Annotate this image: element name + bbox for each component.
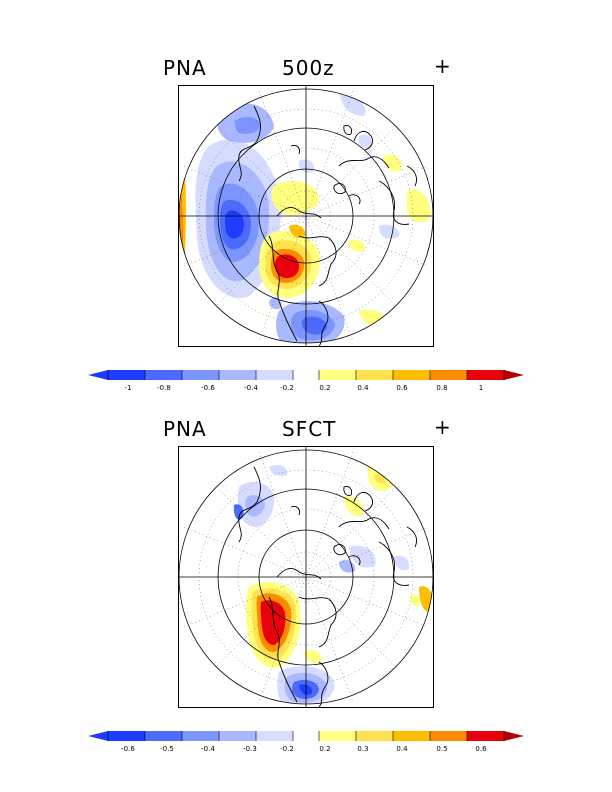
tick-label: -1 <box>125 384 132 392</box>
panel-variable-label: SFCT <box>282 417 337 441</box>
tick-label: 0.6 <box>396 384 408 392</box>
colorbar-500z: -1 -0.8 -0.6 -0.4 -0.2 0.2 0.4 0.6 0.8 1 <box>88 368 524 402</box>
tick-label: -0.3 <box>243 745 257 753</box>
tick-label: 0.5 <box>436 745 447 753</box>
colorbar-sfct: -0.6 -0.5 -0.4 -0.3 -0.2 0.2 0.3 0.4 0.5… <box>88 729 524 763</box>
panel-sign-label: + <box>434 415 452 439</box>
panel-index-label: PNA <box>163 417 207 441</box>
tick-label: -0.8 <box>157 384 171 392</box>
tick-label: 0.4 <box>396 745 408 753</box>
tick-label: 1 <box>479 384 483 392</box>
tick-label: 0.2 <box>319 384 330 392</box>
tick-label: -0.2 <box>280 745 294 753</box>
polar-map-sfct <box>178 446 434 708</box>
tick-label: 0.8 <box>436 384 447 392</box>
polar-map-500z <box>178 85 434 347</box>
tick-label: -0.4 <box>244 384 258 392</box>
panel-sign-label: + <box>434 54 452 78</box>
tick-label: 0.4 <box>357 384 369 392</box>
tick-label: -0.6 <box>121 745 135 753</box>
tick-label: 0.3 <box>357 745 368 753</box>
tick-label: 0.6 <box>475 745 487 753</box>
tick-label: -0.4 <box>201 745 215 753</box>
tick-label: -0.5 <box>160 745 174 753</box>
tick-label: 0.2 <box>319 745 330 753</box>
panel-variable-label: 500z <box>282 56 335 80</box>
tick-label: -0.6 <box>201 384 215 392</box>
tick-label: -0.2 <box>280 384 294 392</box>
panel-index-label: PNA <box>163 56 207 80</box>
